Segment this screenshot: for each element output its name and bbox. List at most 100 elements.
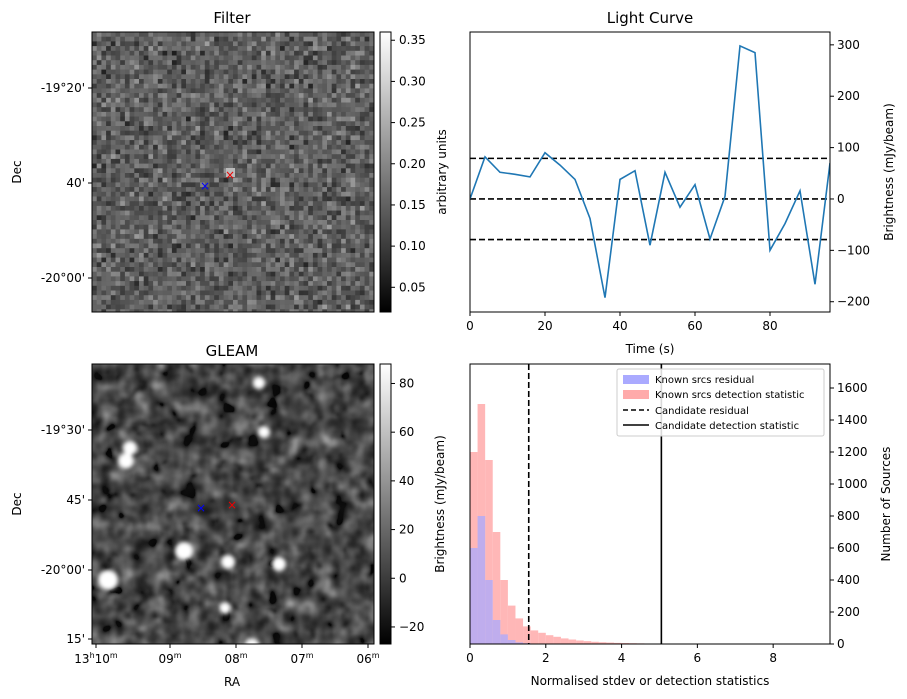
filter-pixel (350, 107, 356, 113)
filter-pixel (200, 173, 206, 178)
filter-pixel (153, 276, 159, 282)
filter-pixel (167, 163, 173, 169)
filter-pixel (233, 121, 238, 127)
filter-pixel (369, 121, 374, 127)
filter-pixel (223, 107, 229, 113)
filter-pixel (275, 309, 281, 312)
filter-pixel (139, 285, 144, 291)
filter-pixel (181, 205, 187, 211)
filter-pixel (181, 215, 187, 221)
filter-pixel (350, 304, 356, 310)
filter-pixel (298, 79, 304, 84)
filter-pixel (256, 196, 262, 202)
filter-pixel (162, 252, 168, 258)
filter-pixel (190, 60, 196, 66)
filter-pixel (341, 290, 347, 296)
filter-pixel (294, 182, 300, 188)
filter-pixel (341, 248, 347, 254)
filter-pixel (247, 116, 253, 122)
filter-pixel (143, 215, 149, 221)
filter-pixel (176, 281, 182, 287)
filter-pixel (186, 149, 191, 155)
filter-pixel (223, 149, 229, 155)
filter-pixel (261, 248, 267, 254)
filter-pixel (106, 149, 112, 155)
filter-pixel (298, 50, 304, 56)
filter-pixel (275, 168, 281, 174)
filter-pixel (176, 177, 182, 183)
filter-pixel (331, 187, 337, 193)
filter-pixel (298, 215, 304, 221)
filter-pixel (355, 97, 361, 103)
filter-pixel (228, 46, 234, 52)
filter-pixel (317, 168, 323, 174)
filter-pixel (143, 252, 149, 258)
filter-pixel (228, 309, 234, 312)
filter-pixel (265, 210, 271, 216)
filter-pixel (143, 182, 149, 188)
filter-pixel (148, 158, 154, 164)
filter-pixel (327, 299, 332, 305)
filter-pixel (115, 215, 121, 221)
filter-pixel (355, 276, 361, 282)
filter-pixel (190, 36, 196, 42)
filter-pixel (148, 74, 154, 80)
filter-pixel (209, 126, 215, 131)
filter-pixel (157, 295, 163, 301)
filter-pixel (237, 163, 243, 169)
filter-pixel (345, 41, 351, 47)
filter-pixel (186, 299, 191, 305)
filter-pixel (176, 224, 182, 230)
filter-pixel (374, 286, 379, 291)
filter-pixel (327, 32, 332, 37)
filter-pixel (171, 154, 177, 160)
filter-pixel (195, 267, 201, 272)
filter-pixel (124, 215, 130, 221)
filter-pixel (345, 177, 351, 183)
filter-pixel (195, 55, 201, 61)
filter-pixel (327, 135, 332, 141)
filter-pixel (153, 130, 159, 136)
filter-pixel (350, 50, 356, 56)
filter-pixel (265, 182, 271, 188)
filter-pixel (204, 121, 210, 127)
filter-pixel (148, 93, 154, 99)
filter-pixel (218, 257, 224, 263)
filter-pixel (359, 276, 365, 282)
filter-pixel (233, 191, 238, 197)
filter-pixel (322, 187, 328, 193)
filter-pixel (195, 130, 201, 136)
filter-pixel (171, 149, 177, 155)
filter-pixel (275, 154, 281, 160)
filter-pixel (289, 149, 295, 155)
filter-pixel (157, 163, 163, 169)
filter-pixel (115, 295, 121, 301)
filter-pixel (92, 309, 97, 312)
filter-pixel (233, 135, 238, 141)
filter-pixel (331, 163, 337, 169)
legend-box (616, 368, 825, 437)
filter-pixel (153, 191, 159, 197)
filter-pixel (237, 154, 243, 160)
filter-pixel (247, 83, 253, 89)
filter-pixel (242, 64, 248, 70)
filter-pixel (129, 60, 135, 66)
filter-pixel (261, 210, 267, 216)
filter-pixel (120, 158, 126, 164)
filter-pixel (157, 220, 163, 225)
filter-pixel (129, 210, 135, 216)
filter-pixel (190, 290, 196, 296)
filter-pixel (303, 248, 309, 254)
filter-pixel (200, 116, 206, 122)
filter-pixel (162, 290, 168, 296)
filter-pixel (96, 69, 102, 75)
filter-pixel (92, 64, 97, 70)
filter-pixel (181, 187, 187, 193)
filter-pixel (233, 234, 238, 240)
filter-pixel (110, 140, 116, 146)
filter-pixel (284, 168, 290, 174)
filter-pixel (218, 69, 224, 75)
filter-pixel (350, 55, 356, 61)
filter-pixel (209, 32, 215, 37)
filter-pixel (186, 46, 191, 52)
